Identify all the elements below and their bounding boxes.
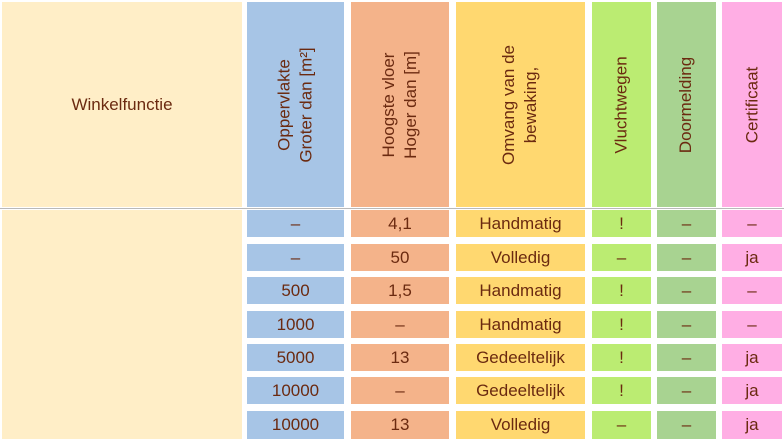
row-5-certificate: ja <box>722 344 782 371</box>
header-certificate: Certificaat <box>722 2 782 207</box>
row-3-certificate: – <box>722 277 782 304</box>
row-4-certificate: – <box>722 311 782 338</box>
header-scope-text: Omvang van de bewaking, <box>498 44 542 164</box>
row-4-escape: ! <box>592 311 651 338</box>
header-area: Oppervlakte Groter dan [m²] <box>247 2 344 207</box>
row-1-scope: Handmatig <box>456 210 585 237</box>
row-7-transmission: – <box>657 411 716 439</box>
row-2-area: – <box>247 244 344 271</box>
row-3-transmission: – <box>657 277 716 304</box>
header-function-label: Winkelfunctie <box>71 94 173 114</box>
row-6-floor: – <box>351 377 449 404</box>
row-1-certificate: – <box>722 210 782 237</box>
row-5-floor: 13 <box>351 344 449 371</box>
row-6-certificate: ja <box>722 377 782 404</box>
header-floor-line-2: Hoger dan [m] <box>401 50 421 159</box>
header-transmission-line-1: Doormelding <box>676 56 696 153</box>
row-7-floor: 13 <box>351 411 449 439</box>
row-2-floor: 50 <box>351 244 449 271</box>
header-function: Winkelfunctie <box>2 2 242 207</box>
header-scope-line-2: bewaking, <box>521 66 541 143</box>
row-4-area: 1000 <box>247 311 344 338</box>
row-7-scope: Volledig <box>456 411 585 439</box>
row-7-certificate: ja <box>722 411 782 439</box>
header-area-text: Oppervlakte Groter dan [m²] <box>274 47 318 162</box>
row-2-scope: Volledig <box>456 244 585 271</box>
row-4-scope: Handmatig <box>456 311 585 338</box>
row-3-escape: ! <box>592 277 651 304</box>
header-certificate-text: Certificaat <box>741 66 763 143</box>
row-5-transmission: – <box>657 344 716 371</box>
row-5-area: 5000 <box>247 344 344 371</box>
row-3-floor: 1,5 <box>351 277 449 304</box>
row-3-scope: Handmatig <box>456 277 585 304</box>
row-2-escape: – <box>592 244 651 271</box>
header-escape-text: Vluchtwegen <box>611 56 633 153</box>
header-scope: Omvang van de bewaking, <box>456 2 585 207</box>
row-2-certificate: ja <box>722 244 782 271</box>
header-area-line-1: Oppervlakte <box>274 58 294 151</box>
header-scope-line-1: Omvang van de <box>499 44 519 165</box>
header-floor-text: Hoogste vloer Hoger dan [m] <box>378 51 422 159</box>
header-floor: Hoogste vloer Hoger dan [m] <box>351 2 449 207</box>
row-6-escape: ! <box>592 377 651 404</box>
row-6-area: 10000 <box>247 377 344 404</box>
row-4-floor: – <box>351 311 449 338</box>
row-7-escape: – <box>592 411 651 439</box>
header-area-line-2: Groter dan [m²] <box>296 46 316 163</box>
header-divider <box>0 208 784 209</box>
row-1-transmission: – <box>657 210 716 237</box>
row-1-area: – <box>247 210 344 237</box>
row-4-transmission: – <box>657 311 716 338</box>
header-certificate-line-1: Certificaat <box>742 66 761 143</box>
header-floor-line-1: Hoogste vloer <box>379 52 399 157</box>
row-1-escape: ! <box>592 210 651 237</box>
row-7-area: 10000 <box>247 411 344 439</box>
row-2-transmission: – <box>657 244 716 271</box>
row-5-scope: Gedeeltelijk <box>456 344 585 371</box>
row-1-floor: 4,1 <box>351 210 449 237</box>
header-transmission: Doormelding <box>657 2 716 207</box>
header-transmission-text: Doormelding <box>676 56 698 152</box>
function-body-cell <box>2 210 242 439</box>
row-6-scope: Gedeeltelijk <box>456 377 585 404</box>
row-6-transmission: – <box>657 377 716 404</box>
row-5-escape: ! <box>592 344 651 371</box>
header-escape-line-1: Vluchtwegen <box>611 55 631 154</box>
row-3-area: 500 <box>247 277 344 304</box>
header-escape: Vluchtwegen <box>592 2 651 207</box>
